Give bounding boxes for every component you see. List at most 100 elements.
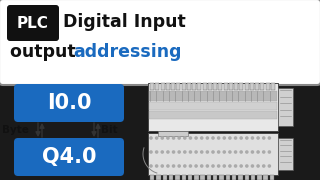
- Circle shape: [194, 164, 198, 168]
- Text: PLC: PLC: [17, 15, 49, 30]
- Circle shape: [183, 136, 187, 140]
- Circle shape: [256, 150, 260, 154]
- Bar: [187, 83, 191, 90]
- Bar: [200, 175, 205, 180]
- Circle shape: [256, 136, 260, 140]
- Circle shape: [222, 136, 226, 140]
- Circle shape: [228, 150, 232, 154]
- Bar: [218, 83, 222, 90]
- Circle shape: [211, 136, 215, 140]
- Bar: [223, 83, 228, 90]
- Circle shape: [200, 150, 204, 154]
- Bar: [171, 83, 175, 90]
- Circle shape: [239, 150, 243, 154]
- Circle shape: [177, 136, 181, 140]
- Circle shape: [217, 136, 220, 140]
- Circle shape: [251, 164, 254, 168]
- Circle shape: [228, 164, 232, 168]
- Bar: [213, 175, 217, 180]
- Circle shape: [149, 164, 153, 168]
- Circle shape: [262, 150, 266, 154]
- Bar: [271, 83, 275, 90]
- Text: Q4.0: Q4.0: [42, 147, 96, 167]
- Bar: [148, 83, 278, 131]
- Circle shape: [166, 164, 170, 168]
- Bar: [155, 83, 159, 90]
- Bar: [250, 83, 254, 90]
- Bar: [169, 175, 173, 180]
- Bar: [156, 175, 161, 180]
- Circle shape: [155, 164, 158, 168]
- Circle shape: [189, 164, 192, 168]
- Circle shape: [200, 164, 204, 168]
- Bar: [181, 83, 186, 90]
- Circle shape: [177, 150, 181, 154]
- Circle shape: [251, 136, 254, 140]
- Bar: [251, 175, 255, 180]
- Bar: [150, 175, 155, 180]
- Circle shape: [239, 136, 243, 140]
- Circle shape: [160, 164, 164, 168]
- FancyBboxPatch shape: [0, 0, 320, 85]
- Text: Digital Input: Digital Input: [63, 13, 186, 31]
- Bar: [207, 175, 211, 180]
- Circle shape: [217, 164, 220, 168]
- Bar: [278, 88, 293, 126]
- Circle shape: [245, 150, 249, 154]
- Bar: [149, 102, 277, 110]
- Circle shape: [268, 150, 271, 154]
- Circle shape: [155, 136, 158, 140]
- Circle shape: [268, 136, 271, 140]
- Circle shape: [166, 150, 170, 154]
- Circle shape: [205, 164, 209, 168]
- Bar: [208, 83, 212, 90]
- Text: output: output: [10, 43, 82, 61]
- Text: Bit: Bit: [101, 125, 118, 135]
- FancyBboxPatch shape: [14, 138, 124, 176]
- Bar: [232, 175, 236, 180]
- Circle shape: [262, 136, 266, 140]
- Bar: [213, 83, 217, 90]
- Circle shape: [172, 136, 175, 140]
- Circle shape: [149, 150, 153, 154]
- FancyBboxPatch shape: [7, 5, 59, 41]
- Bar: [239, 83, 244, 90]
- Circle shape: [262, 164, 266, 168]
- Circle shape: [234, 164, 237, 168]
- Circle shape: [211, 164, 215, 168]
- Text: addressing: addressing: [73, 43, 181, 61]
- Bar: [163, 175, 167, 180]
- Bar: [270, 175, 274, 180]
- Circle shape: [189, 150, 192, 154]
- Circle shape: [251, 150, 254, 154]
- Bar: [226, 175, 230, 180]
- Bar: [260, 83, 264, 90]
- Bar: [158, 131, 188, 136]
- Bar: [244, 83, 249, 90]
- Circle shape: [194, 150, 198, 154]
- Circle shape: [194, 136, 198, 140]
- Text: I0.0: I0.0: [47, 93, 91, 113]
- Circle shape: [205, 136, 209, 140]
- Bar: [238, 175, 243, 180]
- Circle shape: [239, 164, 243, 168]
- Bar: [149, 91, 277, 101]
- Circle shape: [183, 164, 187, 168]
- Bar: [219, 175, 224, 180]
- Circle shape: [211, 150, 215, 154]
- FancyBboxPatch shape: [14, 84, 124, 122]
- Bar: [255, 83, 259, 90]
- Bar: [181, 175, 186, 180]
- Bar: [234, 83, 238, 90]
- Circle shape: [200, 136, 204, 140]
- Bar: [263, 175, 268, 180]
- Circle shape: [268, 164, 271, 168]
- Bar: [244, 175, 249, 180]
- Circle shape: [245, 164, 249, 168]
- Circle shape: [228, 136, 232, 140]
- Bar: [176, 83, 180, 90]
- Circle shape: [160, 150, 164, 154]
- Bar: [161, 83, 165, 90]
- Bar: [166, 83, 170, 90]
- Bar: [257, 175, 261, 180]
